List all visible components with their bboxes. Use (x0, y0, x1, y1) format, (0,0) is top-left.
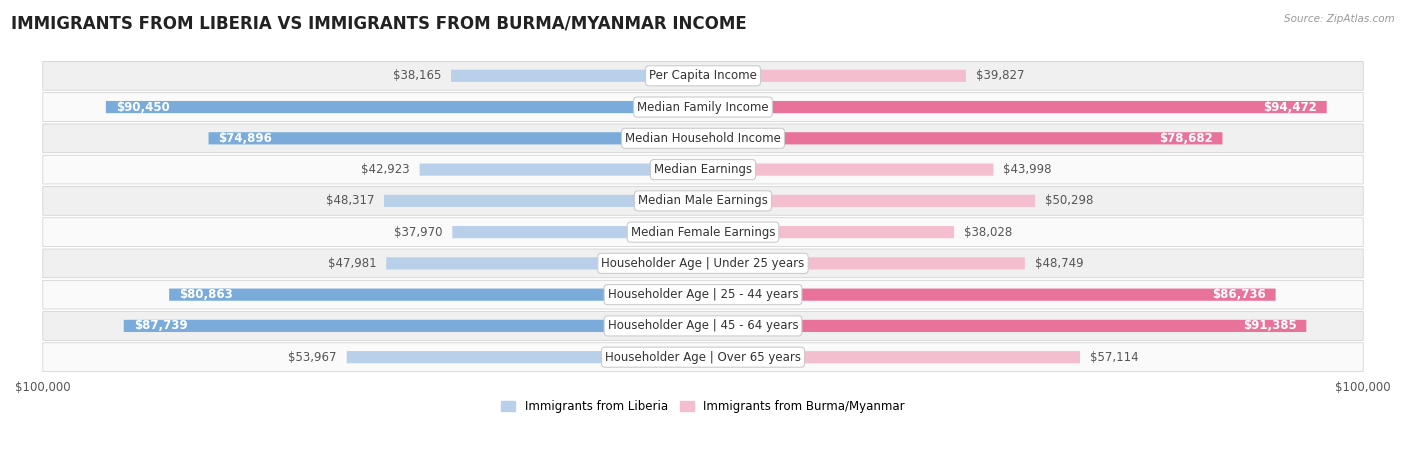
FancyBboxPatch shape (42, 61, 1364, 90)
FancyBboxPatch shape (451, 70, 703, 82)
Text: $74,896: $74,896 (218, 132, 273, 145)
Text: Householder Age | Under 25 years: Householder Age | Under 25 years (602, 257, 804, 270)
FancyBboxPatch shape (703, 289, 1275, 301)
Text: $53,967: $53,967 (288, 351, 337, 364)
Text: $38,165: $38,165 (392, 69, 441, 82)
Text: $80,863: $80,863 (179, 288, 233, 301)
FancyBboxPatch shape (703, 70, 966, 82)
Text: $47,981: $47,981 (328, 257, 377, 270)
Text: $39,827: $39,827 (976, 69, 1025, 82)
FancyBboxPatch shape (387, 257, 703, 269)
FancyBboxPatch shape (703, 226, 955, 238)
Text: $86,736: $86,736 (1212, 288, 1265, 301)
Text: $43,998: $43,998 (1004, 163, 1052, 176)
FancyBboxPatch shape (169, 289, 703, 301)
Legend: Immigrants from Liberia, Immigrants from Burma/Myanmar: Immigrants from Liberia, Immigrants from… (496, 396, 910, 418)
Text: $78,682: $78,682 (1159, 132, 1212, 145)
Text: $38,028: $38,028 (965, 226, 1012, 239)
Text: Median Male Earnings: Median Male Earnings (638, 194, 768, 207)
FancyBboxPatch shape (42, 249, 1364, 278)
FancyBboxPatch shape (703, 132, 1222, 144)
Text: $50,298: $50,298 (1045, 194, 1094, 207)
Text: Householder Age | 45 - 64 years: Householder Age | 45 - 64 years (607, 319, 799, 333)
FancyBboxPatch shape (42, 311, 1364, 340)
FancyBboxPatch shape (42, 343, 1364, 372)
FancyBboxPatch shape (124, 320, 703, 332)
FancyBboxPatch shape (105, 101, 703, 113)
Text: IMMIGRANTS FROM LIBERIA VS IMMIGRANTS FROM BURMA/MYANMAR INCOME: IMMIGRANTS FROM LIBERIA VS IMMIGRANTS FR… (11, 14, 747, 32)
Text: Median Earnings: Median Earnings (654, 163, 752, 176)
Text: $57,114: $57,114 (1090, 351, 1139, 364)
Text: Source: ZipAtlas.com: Source: ZipAtlas.com (1284, 14, 1395, 24)
Text: Householder Age | Over 65 years: Householder Age | Over 65 years (605, 351, 801, 364)
Text: Median Household Income: Median Household Income (626, 132, 780, 145)
FancyBboxPatch shape (42, 92, 1364, 121)
FancyBboxPatch shape (703, 195, 1035, 207)
FancyBboxPatch shape (453, 226, 703, 238)
FancyBboxPatch shape (42, 186, 1364, 215)
FancyBboxPatch shape (703, 320, 1306, 332)
Text: $37,970: $37,970 (394, 226, 443, 239)
Text: Per Capita Income: Per Capita Income (650, 69, 756, 82)
FancyBboxPatch shape (42, 124, 1364, 153)
Text: $48,317: $48,317 (326, 194, 374, 207)
Text: $94,472: $94,472 (1263, 100, 1317, 113)
Text: $48,749: $48,749 (1035, 257, 1084, 270)
FancyBboxPatch shape (703, 163, 994, 176)
FancyBboxPatch shape (703, 101, 1327, 113)
Text: Median Female Earnings: Median Female Earnings (631, 226, 775, 239)
Text: $90,450: $90,450 (115, 100, 170, 113)
FancyBboxPatch shape (42, 155, 1364, 184)
Text: Householder Age | 25 - 44 years: Householder Age | 25 - 44 years (607, 288, 799, 301)
FancyBboxPatch shape (703, 257, 1025, 269)
Text: $42,923: $42,923 (361, 163, 409, 176)
Text: $87,739: $87,739 (134, 319, 187, 333)
FancyBboxPatch shape (419, 163, 703, 176)
FancyBboxPatch shape (208, 132, 703, 144)
Text: Median Family Income: Median Family Income (637, 100, 769, 113)
FancyBboxPatch shape (703, 351, 1080, 363)
FancyBboxPatch shape (347, 351, 703, 363)
Text: $91,385: $91,385 (1243, 319, 1296, 333)
FancyBboxPatch shape (384, 195, 703, 207)
FancyBboxPatch shape (42, 218, 1364, 247)
FancyBboxPatch shape (42, 280, 1364, 309)
